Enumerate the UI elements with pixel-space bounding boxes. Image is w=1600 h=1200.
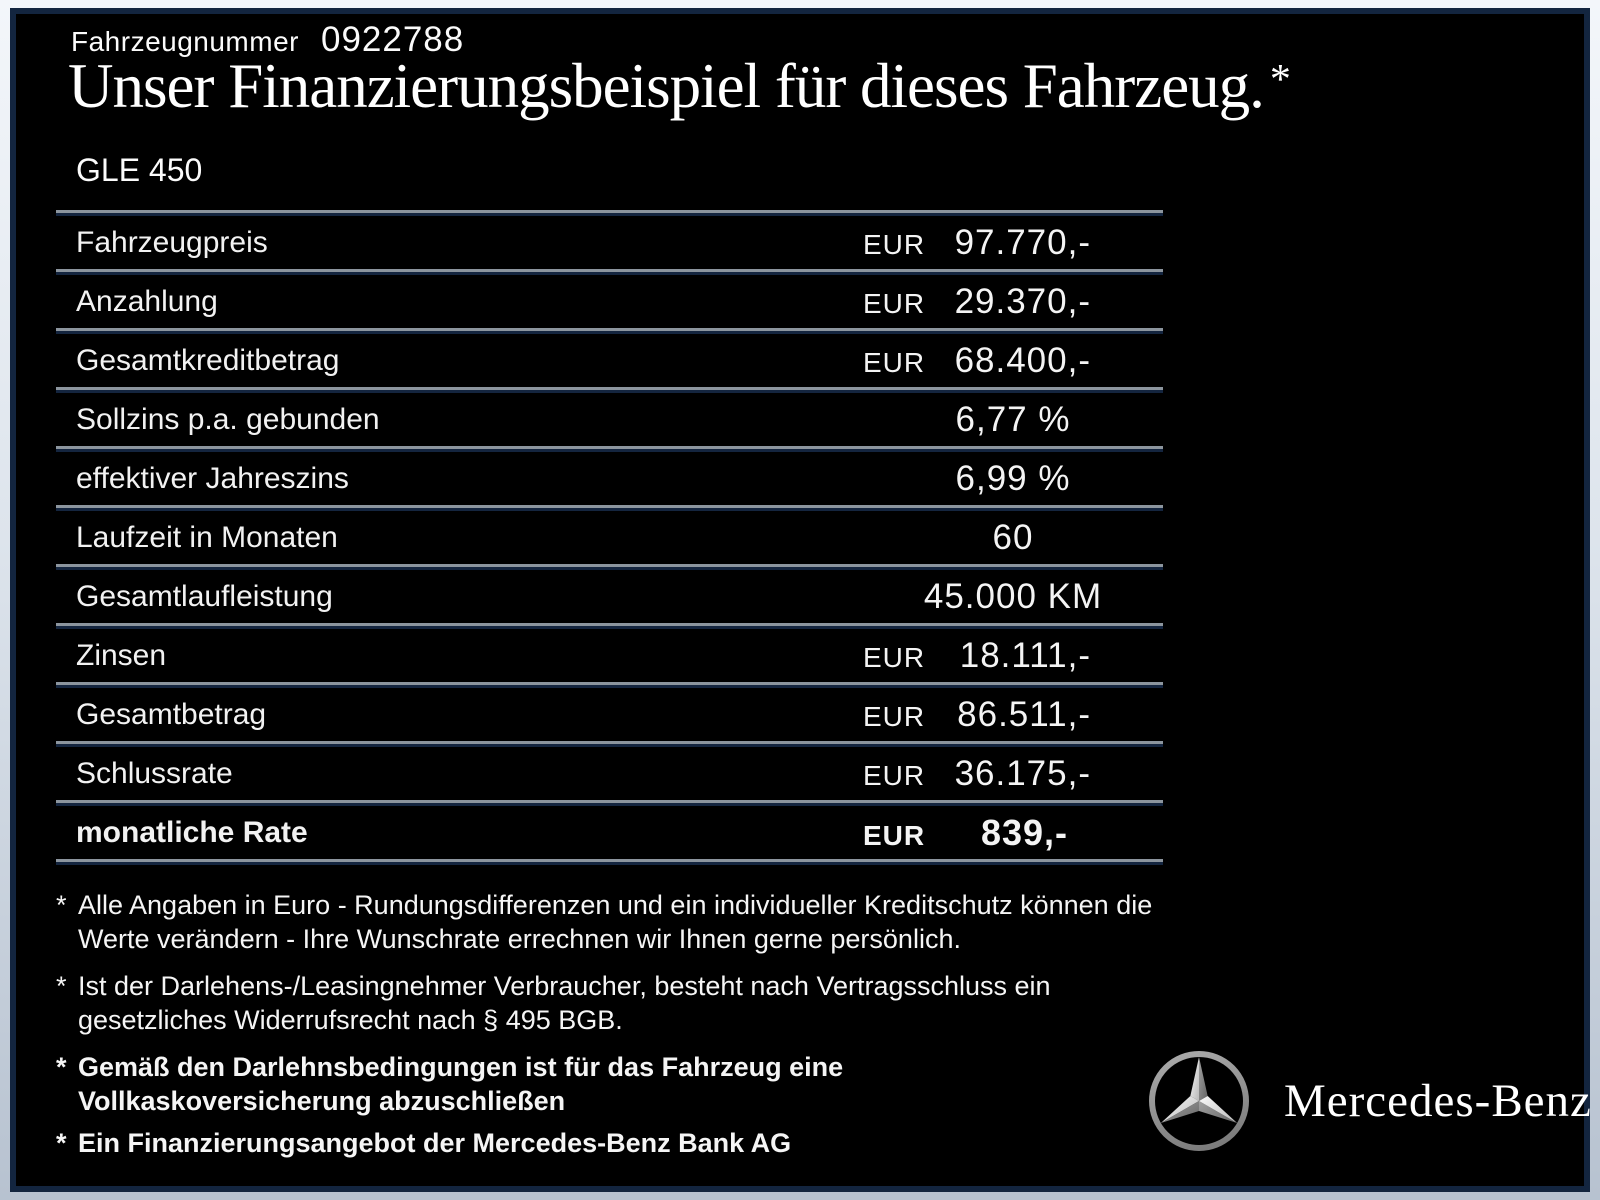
row-label: Sollzins p.a. gebunden <box>76 402 380 436</box>
row-separator <box>56 269 1163 275</box>
row-label: monatliche Rate <box>76 815 308 849</box>
mercedes-benz-wordmark: Mercedes-Benz <box>1284 1075 1592 1127</box>
table-row: Gesamtkreditbetrag EUR 68.400,- <box>56 334 1163 387</box>
footnote: * Alle Angaben in Euro - Rundungsdifferen… <box>56 888 1186 956</box>
table-row: effektiver Jahreszins 6,99 % <box>56 452 1163 505</box>
row-separator <box>56 210 1163 216</box>
footnote-marker: * <box>56 971 67 1001</box>
page-title: Unser Finanzierungsbeispiel für dieses F… <box>68 50 1468 123</box>
amount-value: 45.000 KM <box>923 576 1103 616</box>
finance-table: Fahrzeugpreis EUR 97.770,- Anzahlung EUR 29.3… <box>56 210 1163 865</box>
footnote-text: Alle Angaben in Euro - Rundungsdifferenz… <box>78 890 1153 954</box>
footnote-marker: * <box>56 1052 67 1082</box>
currency-label: EUR <box>863 819 926 851</box>
currency-label: EUR <box>863 287 926 319</box>
amount-value: 18.111,- <box>959 635 1091 675</box>
amount-value: 6,77 % <box>955 399 1071 439</box>
footnote-marker: * <box>56 890 67 920</box>
mercedes-star-icon <box>1149 1051 1249 1151</box>
footnote-text: Ist der Darlehens-/Leasingnehmer Verbrau… <box>78 971 1051 1035</box>
page-title-text: Unser Finanzierungsbeispiel für dieses F… <box>68 51 1265 121</box>
row-label: Fahrzeugpreis <box>76 225 268 259</box>
vehicle-number: Fahrzeugnummer 0922788 <box>71 20 464 60</box>
row-label: Zinsen <box>76 638 167 672</box>
amount-value: 86.511,- <box>957 694 1091 734</box>
footnote: * Ist der Darlehens-/Leasingnehmer Verbra… <box>56 969 1186 1037</box>
table-row: Gesamtlaufleistung 45.000 KM <box>56 570 1163 623</box>
row-value: EUR 36.175,- <box>863 754 1163 794</box>
row-separator <box>56 446 1163 452</box>
footnotes: * Alle Angaben in Euro - Rundungsdifferen… <box>56 888 1186 1168</box>
table-row: Laufzeit in Monaten 60 <box>56 511 1163 564</box>
currency-label: EUR <box>863 759 926 791</box>
row-value: EUR 18.111,- <box>863 636 1163 676</box>
amount-value: 36.175,- <box>954 753 1091 793</box>
row-separator <box>56 682 1163 688</box>
vehicle-number-label: Fahrzeugnummer <box>71 26 299 57</box>
table-row: Zinsen EUR 18.111,- <box>56 629 1163 682</box>
row-value: EUR 29.370,- <box>863 282 1163 322</box>
row-value: EUR 97.770,- <box>863 223 1163 263</box>
vehicle-model: GLE 450 <box>76 152 203 188</box>
brand-block: Mercedes-Benz <box>1144 1046 1592 1156</box>
row-label: Gesamtkreditbetrag <box>76 343 340 377</box>
row-value: 45.000 KM <box>863 577 1163 617</box>
table-row: monatliche Rate EUR 839,- <box>56 806 1163 859</box>
table-row: Gesamtbetrag EUR 86.511,- <box>56 688 1163 741</box>
row-separator <box>56 859 1163 865</box>
row-separator <box>56 623 1163 629</box>
row-label: Anzahlung <box>76 284 218 318</box>
row-label: Schlussrate <box>76 756 233 790</box>
row-value: EUR 839,- <box>863 812 1163 854</box>
row-value: 6,77 % <box>863 400 1163 440</box>
footnote-text: Ein Finanzierungsangebot der Mercedes-Be… <box>78 1128 792 1158</box>
row-separator <box>56 564 1163 570</box>
footnote-text: Gemäß den Darlehnsbedingungen ist für da… <box>78 1052 844 1116</box>
footnote-marker: * <box>56 1128 67 1158</box>
vehicle-number-value: 0922788 <box>320 20 465 59</box>
amount-value: 6,99 % <box>955 458 1071 498</box>
row-label: Gesamtbetrag <box>76 697 267 731</box>
table-row: Anzahlung EUR 29.370,- <box>56 275 1163 328</box>
table-row: Sollzins p.a. gebunden 6,77 % <box>56 393 1163 446</box>
table-row: Schlussrate EUR 36.175,- <box>56 747 1163 800</box>
row-label: effektiver Jahreszins <box>76 461 349 495</box>
row-label: Gesamtlaufleistung <box>76 579 333 613</box>
amount-value: 29.370,- <box>954 281 1091 321</box>
row-value: 60 <box>863 518 1163 558</box>
row-separator <box>56 741 1163 747</box>
offer-content-panel: Fahrzeugnummer 0922788 Unser Finanzierung… <box>10 8 1592 1192</box>
row-value: 6,99 % <box>863 459 1163 499</box>
title-footnote-marker: * <box>1269 57 1291 103</box>
footnote: * Ein Finanzierungsangebot der Mercedes-B… <box>56 1126 1186 1160</box>
row-label: Laufzeit in Monaten <box>76 520 338 554</box>
footnote: * Gemäß den Darlehnsbedingungen ist für d… <box>56 1050 1186 1118</box>
row-separator <box>56 328 1163 334</box>
table-row: Fahrzeugpreis EUR 97.770,- <box>56 216 1163 269</box>
amount-value: 97.770,- <box>954 222 1091 262</box>
amount-value: 60 <box>992 517 1034 557</box>
row-separator <box>56 800 1163 806</box>
currency-label: EUR <box>863 346 926 378</box>
amount-value: 68.400,- <box>954 340 1091 380</box>
amount-value: 839,- <box>980 811 1068 853</box>
currency-label: EUR <box>863 700 926 732</box>
row-value: EUR 68.400,- <box>863 341 1163 381</box>
currency-label: EUR <box>863 641 926 673</box>
row-value: EUR 86.511,- <box>863 695 1163 735</box>
currency-label: EUR <box>863 228 926 260</box>
row-separator <box>56 387 1163 393</box>
row-separator <box>56 505 1163 511</box>
